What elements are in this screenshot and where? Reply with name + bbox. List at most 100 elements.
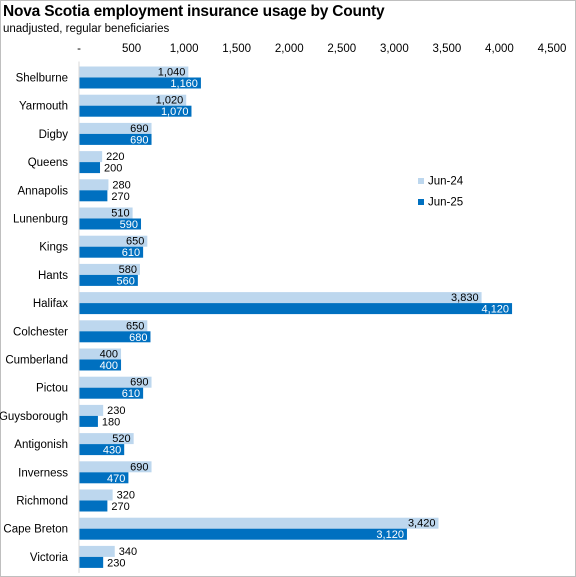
x-tick-label: 500 — [122, 43, 141, 55]
category-label: Queens — [28, 157, 69, 169]
chart-title: Nova Scotia employment insurance usage b… — [3, 3, 385, 20]
data-label-jun-25: 690 — [130, 134, 148, 146]
data-label-jun-25: 1,070 — [161, 106, 189, 118]
bar-jun-24 — [79, 151, 103, 163]
bar-jun-25 — [79, 331, 151, 343]
bar-jun-24 — [79, 122, 152, 134]
data-label-jun-25: 230 — [107, 557, 125, 569]
data-label-jun-25: 610 — [122, 247, 140, 259]
bar-jun-25 — [79, 190, 108, 202]
x-tick-label: - — [77, 43, 81, 55]
data-label-jun-24: 650 — [126, 236, 144, 248]
bar-jun-24 — [79, 489, 113, 501]
data-label-jun-25: 200 — [104, 163, 122, 175]
category-label: Annapolis — [17, 185, 68, 197]
data-label-jun-24: 3,830 — [451, 292, 479, 304]
x-tick-label: 2,000 — [275, 43, 304, 55]
data-label-jun-25: 560 — [117, 275, 135, 287]
bar-jun-25 — [79, 274, 138, 286]
chart-subtitle: unadjusted, regular beneficiaries — [3, 23, 170, 35]
bar-jun-24 — [79, 207, 133, 219]
data-label-jun-24: 320 — [117, 490, 135, 502]
bar-jun-25 — [79, 528, 407, 540]
category-label: Halifax — [33, 298, 68, 310]
bar-jun-25 — [79, 415, 98, 427]
data-label-jun-24: 400 — [100, 349, 118, 361]
x-tick-label: 3,000 — [380, 43, 409, 55]
bar-jun-24 — [79, 517, 439, 529]
category-label: Guysborough — [0, 411, 68, 423]
bar-jun-24 — [79, 461, 152, 473]
data-label-jun-24: 1,020 — [156, 95, 184, 107]
category-label: Shelburne — [16, 73, 68, 85]
bar-jun-25 — [79, 556, 104, 568]
data-label-jun-25: 4,120 — [482, 304, 510, 316]
data-label-jun-24: 220 — [106, 151, 124, 163]
bar-jun-25 — [79, 218, 142, 230]
bar-jun-24 — [79, 263, 140, 275]
data-label-jun-24: 510 — [111, 208, 129, 220]
data-label-jun-25: 270 — [111, 191, 129, 203]
data-label-jun-24: 3,420 — [408, 518, 436, 530]
bar-jun-24 — [79, 433, 134, 445]
data-label-jun-24: 580 — [119, 264, 137, 276]
category-label: Hants — [38, 270, 68, 282]
x-tick-label: 1,500 — [222, 43, 251, 55]
bar-jun-24 — [79, 376, 152, 388]
category-label: Victoria — [30, 552, 69, 564]
category-label: Pictou — [36, 383, 68, 395]
x-tick-label: 1,000 — [170, 43, 199, 55]
data-label-jun-24: 520 — [112, 433, 130, 445]
category-label: Cumberland — [5, 355, 68, 367]
legend-label-jun-24: Jun-24 — [428, 176, 464, 188]
bar-jun-25 — [79, 359, 122, 371]
data-label-jun-24: 1,040 — [158, 67, 186, 79]
bar-jun-25 — [79, 472, 129, 484]
data-label-jun-25: 3,120 — [376, 529, 404, 541]
data-label-jun-24: 690 — [130, 377, 148, 389]
data-label-jun-25: 400 — [100, 360, 118, 372]
data-label-jun-24: 230 — [107, 405, 125, 417]
category-label: Colchester — [13, 326, 68, 338]
data-label-jun-25: 470 — [107, 473, 125, 485]
bar-jun-24 — [79, 179, 109, 191]
category-label: Richmond — [16, 496, 68, 508]
bar-jun-24 — [79, 235, 148, 247]
bar-jun-25 — [79, 133, 152, 145]
data-label-jun-25: 430 — [103, 445, 121, 457]
x-tick-label: 3,500 — [432, 43, 461, 55]
legend-swatch-jun-24 — [418, 178, 424, 184]
category-label: Digby — [39, 129, 69, 141]
x-tick-label: 4,500 — [538, 43, 567, 55]
bar-jun-25 — [79, 162, 101, 174]
bar-jun-25 — [79, 303, 513, 315]
category-label: Kings — [39, 242, 68, 254]
category-label: Antigonish — [14, 439, 68, 451]
legend-swatch-jun-25 — [418, 199, 424, 205]
data-label-jun-24: 280 — [112, 179, 130, 191]
data-label-jun-25: 1,160 — [170, 78, 198, 90]
bar-jun-24 — [79, 94, 187, 106]
bar-jun-25 — [79, 500, 108, 512]
bar-jun-24 — [79, 348, 122, 360]
bar-jun-25 — [79, 387, 144, 399]
bar-jun-25 — [79, 77, 201, 89]
bar-jun-25 — [79, 246, 144, 258]
data-label-jun-25: 610 — [122, 388, 140, 400]
x-tick-label: 2,500 — [327, 43, 356, 55]
data-label-jun-25: 590 — [120, 219, 138, 231]
category-label: Cape Breton — [3, 524, 68, 536]
data-label-jun-24: 340 — [119, 546, 137, 558]
legend-label-jun-25: Jun-25 — [428, 197, 463, 209]
category-label: Inverness — [18, 467, 68, 479]
bar-jun-24 — [79, 66, 189, 78]
bar-jun-24 — [79, 404, 104, 416]
data-label-jun-25: 180 — [102, 416, 120, 428]
x-tick-label: 4,000 — [485, 43, 514, 55]
bar-jun-25 — [79, 105, 192, 117]
data-label-jun-25: 680 — [129, 332, 147, 344]
category-label: Lunenburg — [13, 214, 68, 226]
category-label: Yarmouth — [19, 101, 68, 113]
data-label-jun-24: 690 — [130, 461, 148, 473]
